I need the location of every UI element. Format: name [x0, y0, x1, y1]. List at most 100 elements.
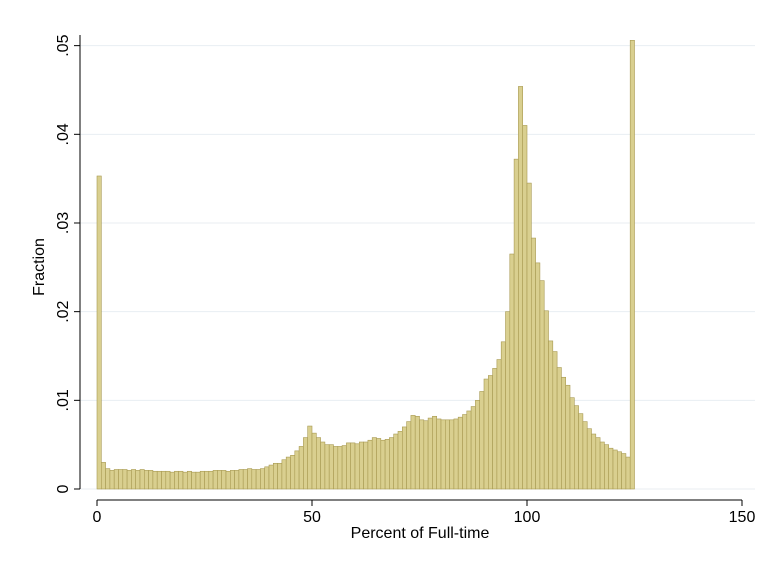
- bar: [526, 182, 532, 490]
- bar: [432, 415, 437, 490]
- bar: [518, 86, 524, 490]
- bar: [101, 462, 106, 490]
- bar: [247, 468, 253, 490]
- bar: [561, 376, 567, 490]
- bar: [161, 470, 167, 490]
- bar: [436, 418, 442, 490]
- bar: [401, 426, 407, 490]
- bar: [350, 442, 356, 490]
- bar: [591, 433, 597, 490]
- x-tick-label: 150: [729, 509, 756, 526]
- bar: [569, 397, 575, 490]
- bar: [199, 470, 205, 490]
- bar: [578, 413, 584, 490]
- bar: [251, 469, 257, 490]
- bar: [131, 469, 136, 490]
- bar: [195, 471, 201, 490]
- bar: [414, 415, 420, 490]
- bar: [384, 439, 390, 490]
- bar: [492, 368, 498, 490]
- bar: [144, 470, 149, 490]
- bar: [96, 175, 102, 490]
- bar: [354, 443, 360, 490]
- bar: [371, 437, 377, 490]
- bar: [419, 419, 425, 490]
- bar: [453, 418, 459, 490]
- bar: [225, 470, 231, 490]
- bar: [255, 469, 261, 490]
- bar: [182, 471, 188, 490]
- bar: [449, 419, 455, 490]
- bar: [221, 470, 227, 490]
- bar: [582, 421, 588, 490]
- bar: [285, 456, 291, 490]
- y-tick-label: .05: [55, 34, 72, 56]
- bar: [462, 414, 468, 490]
- bar: [217, 470, 222, 490]
- bar: [367, 439, 373, 490]
- y-tick-label: .04: [55, 123, 72, 145]
- bar: [380, 439, 386, 490]
- bar: [277, 462, 283, 490]
- bar: [303, 437, 308, 490]
- x-tick-label: 0: [93, 509, 102, 526]
- bar: [616, 451, 622, 490]
- bar: [604, 444, 610, 490]
- bar: [629, 40, 635, 490]
- bar: [599, 441, 605, 490]
- bar: [487, 375, 493, 490]
- bar: [341, 445, 347, 490]
- bar: [113, 469, 119, 490]
- y-tick-label: .01: [55, 389, 72, 411]
- bar: [406, 421, 412, 490]
- bar: [608, 447, 614, 490]
- bar: [543, 310, 549, 490]
- bar: [105, 468, 111, 490]
- bar: [509, 253, 515, 490]
- bar: [187, 470, 192, 490]
- y-tick-label: .02: [55, 300, 72, 322]
- bar: [397, 431, 403, 490]
- bar: [148, 470, 154, 490]
- x-axis-label: Percent of Full-time: [351, 525, 490, 542]
- bar: [307, 425, 313, 490]
- bar: [500, 341, 506, 490]
- bar: [573, 405, 579, 490]
- bar: [109, 470, 115, 490]
- bar: [621, 453, 627, 490]
- bar: [505, 311, 511, 490]
- bar: [393, 433, 399, 490]
- y-axis-label: Fraction: [31, 238, 48, 296]
- x-tick-label: 100: [514, 509, 541, 526]
- bar: [539, 280, 545, 490]
- bar: [522, 125, 528, 490]
- bar: [444, 419, 450, 490]
- bar: [328, 444, 334, 490]
- bar: [204, 470, 210, 490]
- bar: [281, 459, 287, 490]
- bar: [363, 441, 369, 490]
- bar: [178, 470, 184, 490]
- bar: [565, 384, 571, 490]
- bar: [260, 468, 265, 490]
- bar: [311, 432, 317, 490]
- bar: [530, 237, 536, 490]
- bar: [427, 417, 433, 490]
- bar: [324, 444, 330, 490]
- bar: [333, 446, 339, 490]
- bar: [475, 400, 480, 490]
- bar: [466, 410, 472, 490]
- bar: [208, 470, 214, 490]
- bar: [440, 419, 446, 490]
- bar: [483, 378, 489, 490]
- bar: [535, 262, 541, 490]
- bar: [320, 441, 326, 490]
- bar: [470, 406, 476, 490]
- bar: [294, 450, 300, 490]
- bar: [586, 428, 592, 490]
- bar: [290, 455, 296, 490]
- bar: [479, 391, 485, 490]
- bar: [118, 469, 124, 490]
- bar: [389, 437, 394, 490]
